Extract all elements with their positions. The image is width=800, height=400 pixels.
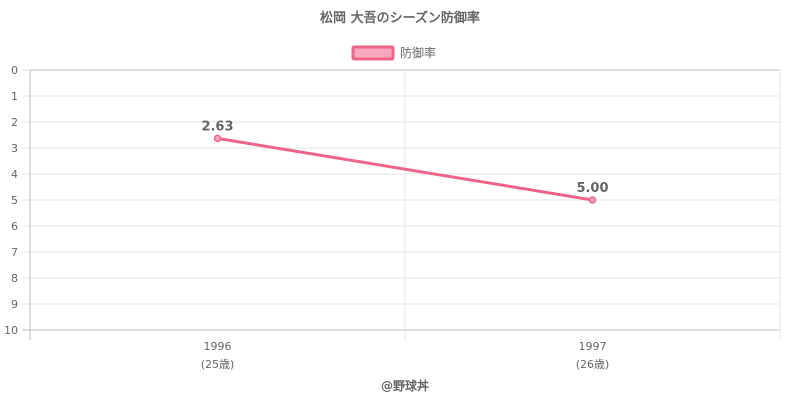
y-tick-label-2: 2 <box>11 116 18 129</box>
series-line <box>216 136 594 202</box>
y-tick-label-5: 5 <box>11 194 18 207</box>
y-tick-label-8: 8 <box>11 272 18 285</box>
x-tick-label-1996: 1996 <box>204 340 232 353</box>
x-tick-label-1997: 1997 <box>579 340 607 353</box>
data-point-1996 <box>213 134 222 143</box>
legend[interactable]: 防御率 <box>351 45 436 61</box>
data-label-1997: 5.00 <box>576 181 608 196</box>
y-tick-label-4: 4 <box>11 168 18 181</box>
y-tick-label-10: 10 <box>4 324 18 337</box>
x-axis-ticks: 1996 (25歳) 1997 (26歳) <box>201 340 610 371</box>
y-axis-ticks: 0 1 2 3 4 5 6 7 8 9 10 <box>4 64 18 337</box>
credit-label: @野球丼 <box>381 378 429 393</box>
y-tick-label-7: 7 <box>11 246 18 259</box>
grid <box>22 69 781 340</box>
series-era: 2.63 5.00 <box>201 119 609 204</box>
legend-swatch[interactable] <box>351 45 395 61</box>
y-tick-label-1: 1 <box>11 90 18 103</box>
y-tick-label-9: 9 <box>11 298 18 311</box>
x-tick-sublabel-1997: (26歳) <box>576 358 610 371</box>
legend-label[interactable]: 防御率 <box>400 45 436 60</box>
y-tick-label-6: 6 <box>11 220 18 233</box>
chart-title: 松岡 大吾のシーズン防御率 <box>320 10 480 26</box>
data-point-1997 <box>588 196 597 204</box>
data-label-1996: 2.63 <box>201 119 233 134</box>
y-tick-label-0: 0 <box>11 64 18 77</box>
x-tick-sublabel-1996: (25歳) <box>201 358 235 371</box>
y-tick-label-3: 3 <box>11 142 18 155</box>
